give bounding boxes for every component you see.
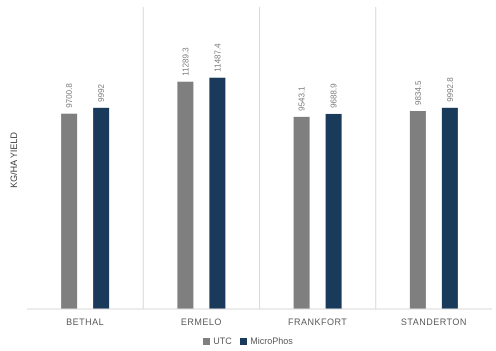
x-tick-ermelo: ERMELO	[181, 317, 222, 327]
bar-microphos-ermelo	[209, 77, 226, 310]
legend: UTC MicroPhos	[0, 336, 496, 346]
data-labels: 9700.8 9992 11289.3 11487.4 9543.1 9688.9 9834…	[65, 43, 455, 111]
x-tick-labels: BETHAL ERMELO FRANKFORT STANDERTON	[66, 317, 467, 327]
bar-utc-frankfort	[293, 116, 310, 309]
legend-swatch-utc	[203, 337, 211, 345]
legend-swatch-microphos	[240, 337, 248, 345]
bar-utc-standerton	[409, 110, 426, 309]
y-axis-label: KG/HA YIELD	[9, 132, 19, 188]
data-label-utc-frankfort: 9543.1	[298, 86, 307, 111]
data-label-microphos-ermelo: 11487.4	[213, 43, 222, 72]
legend-label-microphos: MicroPhos	[250, 336, 293, 346]
bars	[61, 77, 458, 310]
bar-utc-ermelo	[177, 81, 194, 309]
legend-label-utc: UTC	[213, 336, 232, 346]
data-label-microphos-standerton: 9992.8	[446, 77, 455, 102]
x-tick-bethal: BETHAL	[66, 317, 104, 327]
bar-utc-bethal	[61, 113, 78, 310]
bar-microphos-frankfort	[325, 113, 342, 309]
data-label-microphos-bethal: 9992	[97, 83, 106, 101]
bar-microphos-bethal	[93, 107, 110, 310]
legend-item-microphos: MicroPhos	[240, 336, 293, 346]
data-label-microphos-frankfort: 9688.9	[330, 83, 339, 108]
data-label-utc-ermelo: 11289.3	[181, 47, 190, 76]
data-label-utc-standerton: 9834.5	[414, 80, 423, 105]
bar-microphos-standerton	[441, 107, 458, 309]
data-label-utc-bethal: 9700.8	[65, 83, 74, 108]
category-dividers	[142, 7, 377, 309]
legend-item-utc: UTC	[203, 336, 232, 346]
x-tick-standerton: STANDERTON	[401, 317, 467, 327]
x-tick-frankfort: FRANKFORT	[288, 317, 347, 327]
